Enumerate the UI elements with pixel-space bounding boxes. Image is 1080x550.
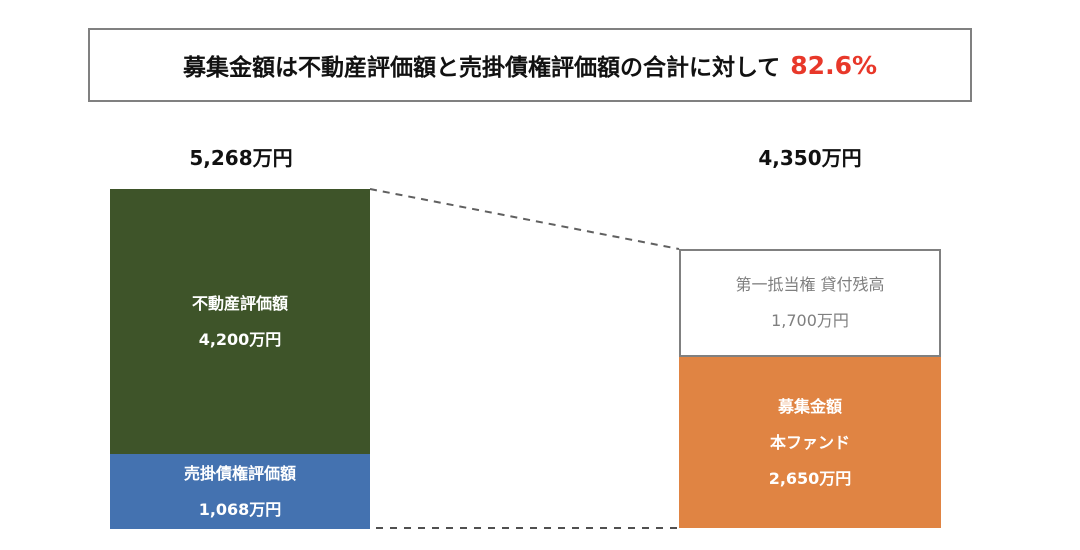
segment-value: 4,200万円 [198,329,282,349]
segment-label: 募集金額 [777,396,842,416]
segment-first-mortgage: 第一抵当権 貸付残高 1,700万円 [679,249,941,357]
segment-value: 2,650万円 [768,468,852,488]
segment-label: 不動産評価額 [191,293,288,313]
top-dashed-connector [369,188,680,250]
segment-sublabel: 本ファンド [769,432,850,452]
right-total-label: 4,350万円 [758,146,862,170]
segment-label: 第一抵当権 貸付残高 [735,275,885,294]
title-text: 募集金額は不動産評価額と売掛債権評価額の合計に対して [182,55,781,81]
segment-fund-raise: 募集金額 本ファンド 2,650万円 [679,357,941,528]
left-total-label: 5,268万円 [189,146,293,170]
segment-value: 1,068万円 [198,499,282,519]
title-percentage: 82.6% [790,50,878,80]
title-box: 募集金額は不動産評価額と売掛債権評価額の合計に対して 82.6% [88,28,972,102]
segment-real-estate: 不動産評価額 4,200万円 [110,189,370,454]
segment-label: 売掛債権評価額 [183,463,296,483]
segment-receivables: 売掛債権評価額 1,068万円 [110,454,370,529]
segment-value: 1,700万円 [771,311,849,330]
